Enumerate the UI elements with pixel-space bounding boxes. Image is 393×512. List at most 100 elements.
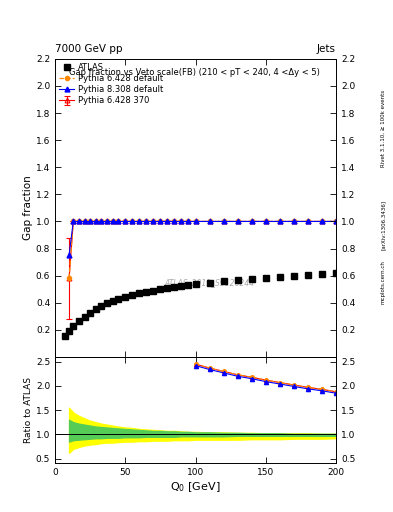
ATLAS <box>158 286 163 292</box>
Pythia 8.308 default <box>67 252 72 259</box>
Pythia 8.308 default <box>105 219 109 225</box>
Pythia 6.428 default <box>334 219 338 225</box>
Pythia 8.308 default <box>306 219 310 225</box>
Pythia 8.308 default <box>158 219 163 225</box>
Pythia 8.308 default <box>235 219 240 225</box>
Pythia 8.308 default <box>193 219 198 225</box>
Pythia 8.308 default <box>263 219 268 225</box>
Pythia 6.428 default <box>277 219 282 225</box>
Pythia 6.428 default <box>158 219 163 225</box>
Pythia 6.428 default <box>172 219 177 225</box>
Pythia 8.308 default <box>221 219 226 225</box>
Pythia 8.308 default <box>207 219 212 225</box>
ATLAS <box>165 285 170 291</box>
ATLAS <box>88 310 92 316</box>
Pythia 8.308 default <box>165 219 170 225</box>
ATLAS <box>99 303 104 309</box>
Text: Gap fraction vs Veto scale(FB) (210 < pT < 240, 4 <Δy < 5): Gap fraction vs Veto scale(FB) (210 < pT… <box>69 68 320 77</box>
ATLAS <box>186 282 191 288</box>
Pythia 8.308 default <box>94 219 98 225</box>
Pythia 8.308 default <box>71 219 75 225</box>
Legend: ATLAS, Pythia 6.428 default, Pythia 8.308 default, Pythia 6.428 370: ATLAS, Pythia 6.428 default, Pythia 8.30… <box>57 61 164 107</box>
Pythia 6.428 default <box>165 219 170 225</box>
Pythia 6.428 default <box>186 219 191 225</box>
Pythia 8.308 default <box>88 219 92 225</box>
Pythia 6.428 default <box>123 219 128 225</box>
Pythia 6.428 default <box>292 219 296 225</box>
Pythia 6.428 default <box>320 219 324 225</box>
Pythia 8.308 default <box>99 219 104 225</box>
Pythia 8.308 default <box>250 219 254 225</box>
Text: ATLAS_2011_S9126244: ATLAS_2011_S9126244 <box>165 278 255 287</box>
Pythia 8.308 default <box>292 219 296 225</box>
ATLAS <box>151 287 156 293</box>
ATLAS <box>116 295 121 302</box>
Text: Rivet 3.1.10, ≥ 100k events: Rivet 3.1.10, ≥ 100k events <box>381 90 386 166</box>
Pythia 6.428 default <box>250 219 254 225</box>
Pythia 6.428 default <box>263 219 268 225</box>
Pythia 8.308 default <box>334 219 338 225</box>
Pythia 8.308 default <box>110 219 115 225</box>
Pythia 8.308 default <box>77 219 81 225</box>
ATLAS <box>137 290 142 296</box>
Pythia 6.428 default <box>77 219 81 225</box>
Pythia 8.308 default <box>116 219 121 225</box>
Pythia 6.428 default <box>221 219 226 225</box>
Pythia 6.428 default <box>67 275 72 282</box>
Pythia 8.308 default <box>144 219 149 225</box>
Pythia 6.428 default <box>110 219 115 225</box>
ATLAS <box>263 274 268 281</box>
ATLAS <box>130 291 135 297</box>
Pythia 8.308 default <box>151 219 156 225</box>
Text: 7000 GeV pp: 7000 GeV pp <box>55 44 123 54</box>
Pythia 8.308 default <box>123 219 128 225</box>
Pythia 8.308 default <box>137 219 142 225</box>
Line: Pythia 6.428 default: Pythia 6.428 default <box>67 219 338 281</box>
ATLAS <box>306 271 310 278</box>
Pythia 6.428 default <box>88 219 92 225</box>
Pythia 6.428 default <box>137 219 142 225</box>
ATLAS <box>82 314 87 320</box>
Pythia 6.428 default <box>82 219 87 225</box>
ATLAS <box>334 270 338 276</box>
ATLAS <box>94 306 98 312</box>
ATLAS <box>320 270 324 276</box>
Pythia 6.428 default <box>130 219 135 225</box>
Pythia 6.428 default <box>94 219 98 225</box>
Line: Pythia 8.308 default: Pythia 8.308 default <box>67 219 338 258</box>
Pythia 6.428 default <box>99 219 104 225</box>
Pythia 6.428 default <box>207 219 212 225</box>
Pythia 8.308 default <box>277 219 282 225</box>
Y-axis label: Ratio to ATLAS: Ratio to ATLAS <box>24 377 33 443</box>
Y-axis label: Gap fraction: Gap fraction <box>23 176 33 240</box>
ATLAS <box>172 284 177 290</box>
ATLAS <box>292 272 296 279</box>
ATLAS <box>67 328 72 334</box>
ATLAS <box>110 297 115 304</box>
Pythia 8.308 default <box>320 219 324 225</box>
ATLAS <box>123 293 128 300</box>
Pythia 8.308 default <box>186 219 191 225</box>
ATLAS <box>62 333 67 339</box>
Pythia 6.428 default <box>116 219 121 225</box>
Pythia 6.428 default <box>151 219 156 225</box>
Pythia 6.428 default <box>144 219 149 225</box>
Pythia 6.428 default <box>105 219 109 225</box>
Pythia 6.428 default <box>179 219 184 225</box>
Pythia 6.428 default <box>193 219 198 225</box>
ATLAS <box>179 283 184 289</box>
Text: [arXiv:1306.3436]: [arXiv:1306.3436] <box>381 200 386 250</box>
Text: mcplots.cern.ch: mcplots.cern.ch <box>381 260 386 304</box>
ATLAS <box>144 289 149 295</box>
Pythia 6.428 default <box>235 219 240 225</box>
Line: ATLAS: ATLAS <box>62 270 339 339</box>
ATLAS <box>105 301 109 307</box>
ATLAS <box>71 324 75 330</box>
ATLAS <box>207 280 212 286</box>
ATLAS <box>250 275 254 282</box>
X-axis label: Q$_0$ [GeV]: Q$_0$ [GeV] <box>170 480 221 494</box>
ATLAS <box>277 273 282 280</box>
ATLAS <box>235 277 240 283</box>
ATLAS <box>221 278 226 284</box>
Pythia 8.308 default <box>82 219 87 225</box>
